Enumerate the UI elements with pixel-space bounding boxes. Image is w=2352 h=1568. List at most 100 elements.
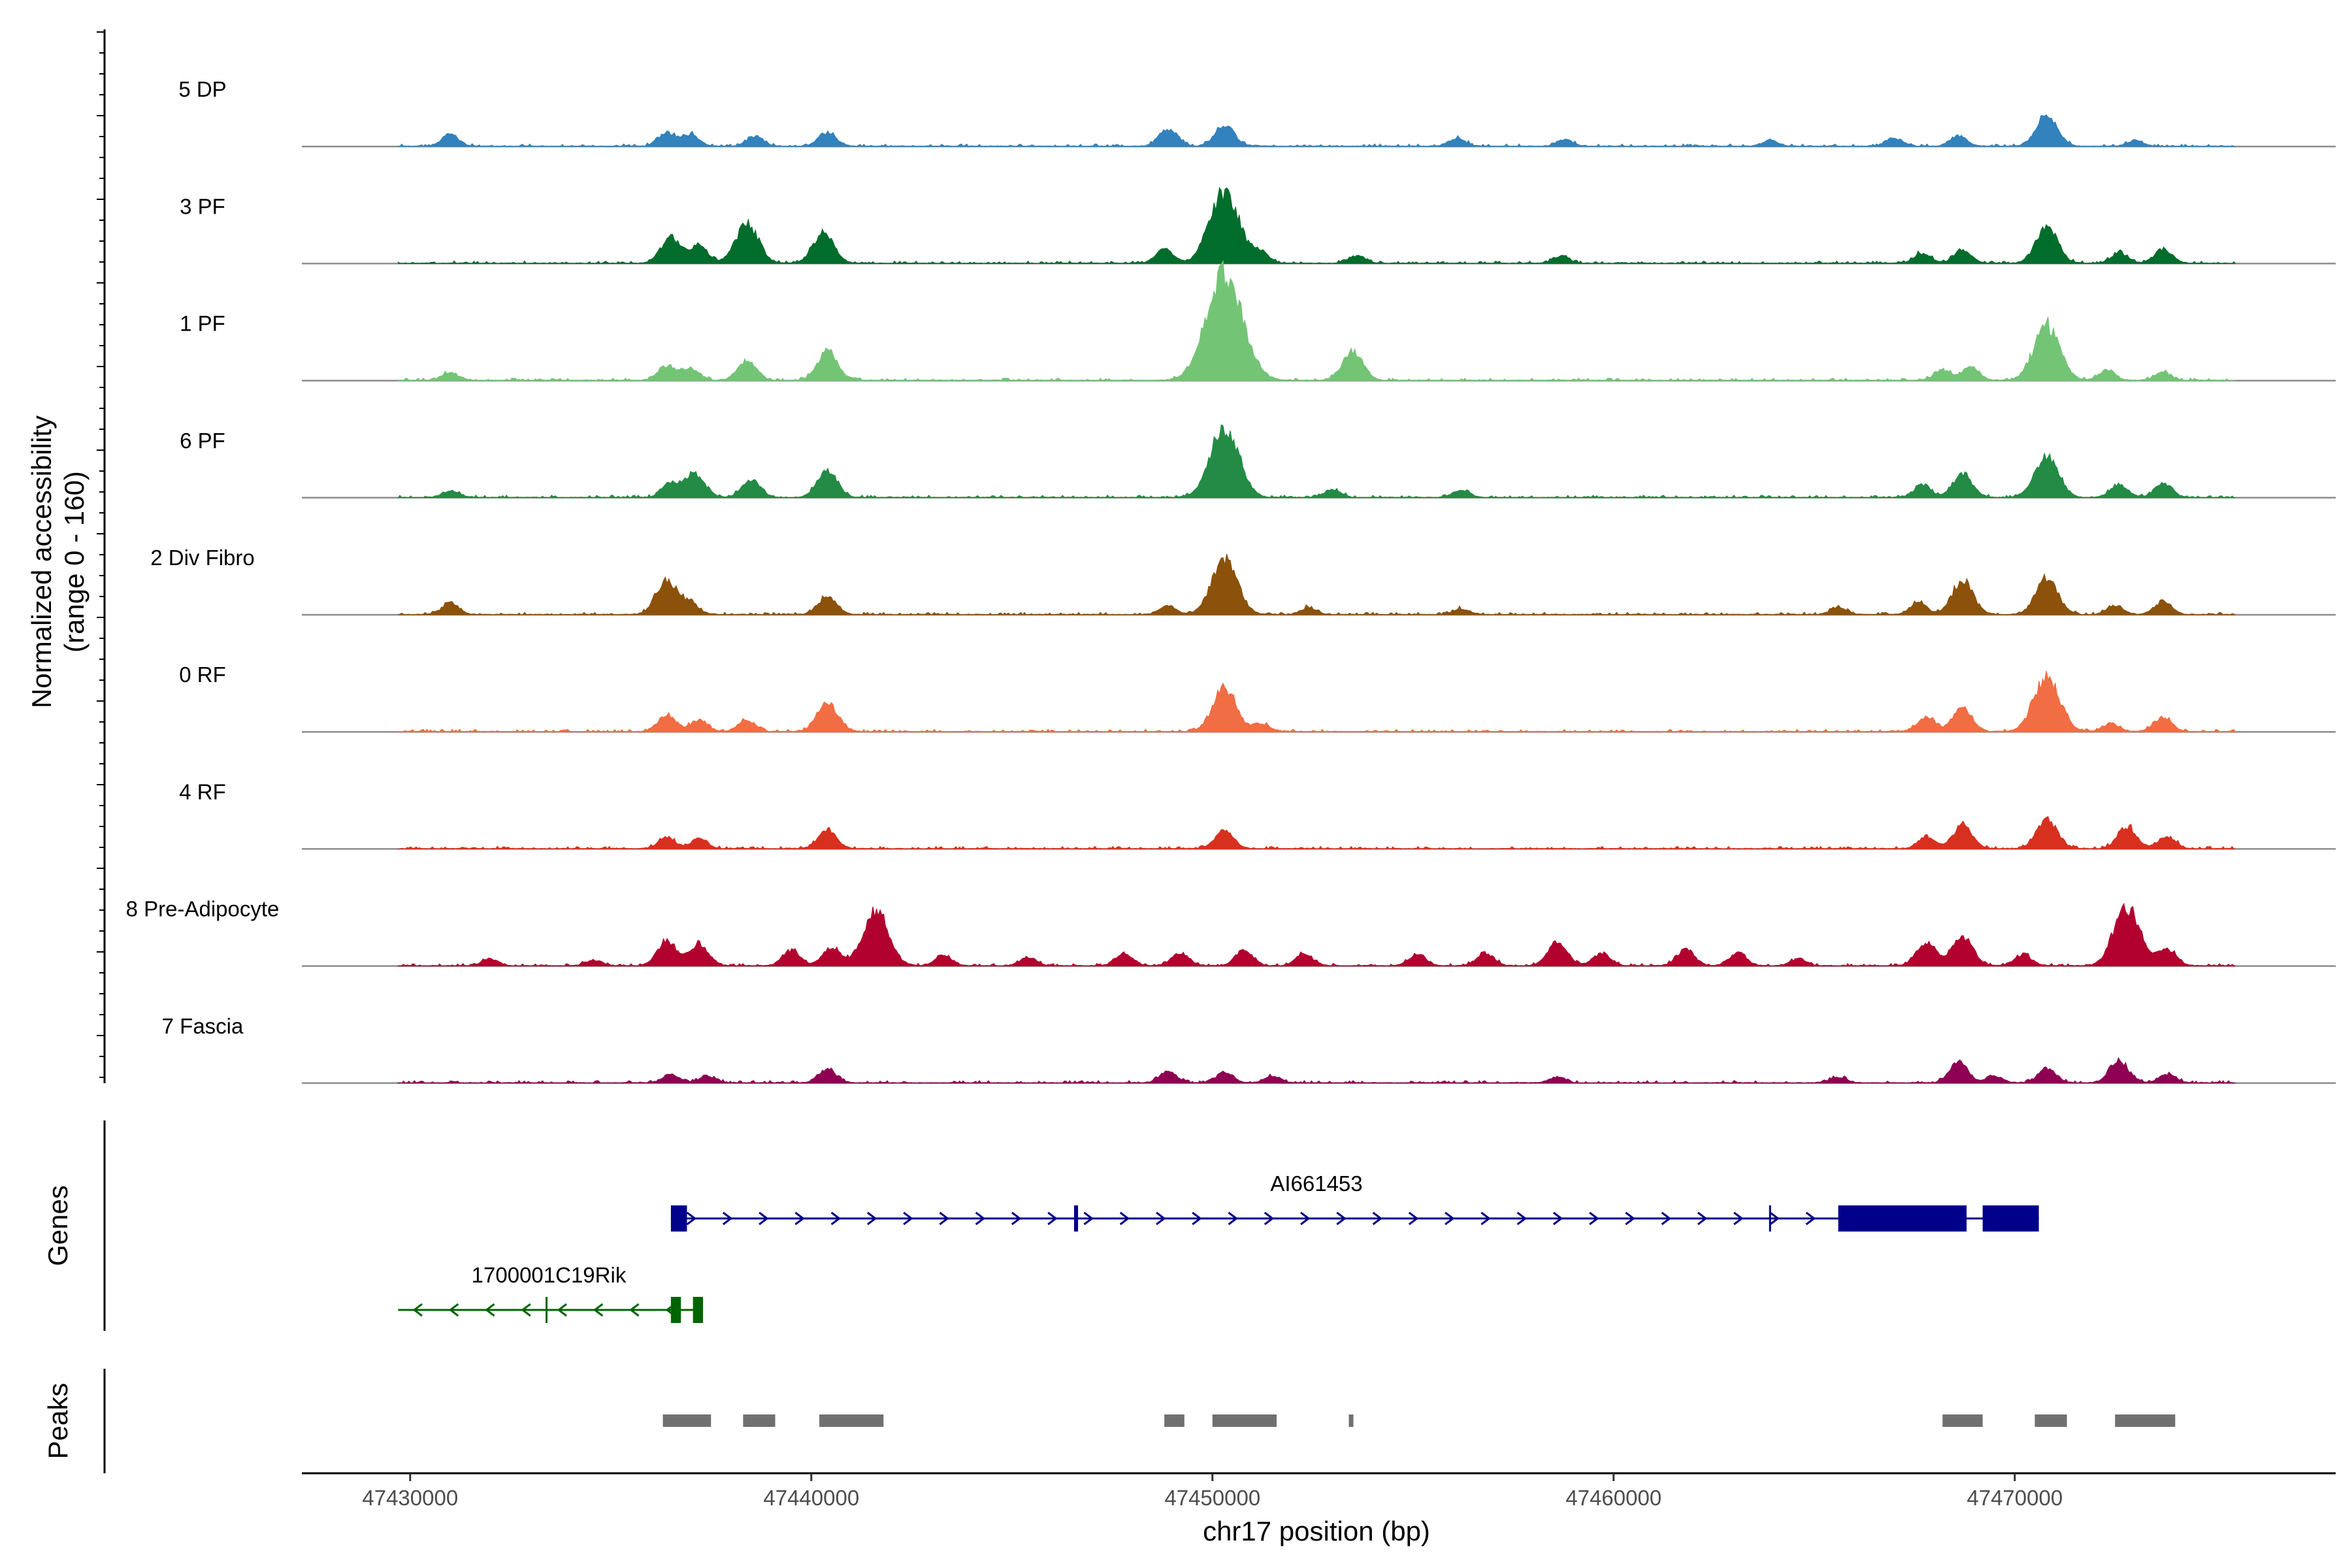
strand-chevron (1408, 1211, 1419, 1226)
track-label: 7 Fascia (162, 1014, 244, 1038)
x-tick-label: 47440000 (763, 1486, 859, 1510)
gene-track: AI661453 1700001C19Rik (398, 1171, 2039, 1323)
x-tick-label: 47450000 (1164, 1486, 1260, 1510)
track-2-div-fibro: 2 Div Fibro (150, 546, 2336, 616)
track-label: 5 DP (178, 77, 226, 101)
coverage-area (397, 670, 2236, 732)
track-label: 1 PF (180, 312, 225, 336)
strand-chevron (1769, 1211, 1780, 1226)
strand-chevron (1011, 1211, 1022, 1226)
strand-chevron (1445, 1211, 1455, 1226)
x-tick-label: 47470000 (1967, 1486, 2063, 1510)
strand-chevron (1300, 1211, 1311, 1226)
x-axis: 47430000 47440000 47450000 47460000 47470000 (362, 1473, 2063, 1510)
coverage-tracks: 5 DP 3 PF 1 PF 6 PF 2 Div Fibro 0 RF 4 RF 8 Pre… (126, 77, 2336, 1085)
strand-chevron (903, 1211, 913, 1226)
peak-region (819, 1414, 884, 1427)
y-axis-ticks (97, 31, 105, 1078)
track-label: 0 RF (179, 662, 226, 687)
strand-chevron (1083, 1211, 1094, 1226)
track-8-pre-adipocyte: 8 Pre-Adipocyte (126, 897, 2336, 967)
strand-chevron (1552, 1211, 1563, 1226)
strand-chevron (1589, 1211, 1599, 1226)
strand-chevron (1733, 1211, 1744, 1226)
strand-chevron (1805, 1211, 1816, 1226)
coverage-area (397, 815, 2236, 850)
strand-chevron (975, 1211, 986, 1226)
strand-chevron (1228, 1211, 1238, 1226)
strand-chevron (1192, 1211, 1202, 1226)
strand-chevron (1516, 1211, 1527, 1226)
peak-region (662, 1414, 711, 1427)
gene-exon (1982, 1205, 2039, 1232)
strand-chevron (1661, 1211, 1672, 1226)
peak-region (743, 1414, 776, 1427)
strand-chevron (794, 1211, 805, 1226)
strand-chevron (1697, 1211, 1708, 1226)
x-axis-title: chr17 position (bp) (1203, 1516, 1430, 1546)
track-5-dp: 5 DP (178, 77, 2336, 148)
track-label: 3 PF (180, 194, 225, 218)
strand-chevron (629, 1303, 640, 1317)
peak-region (1212, 1414, 1277, 1427)
strand-chevron (686, 1211, 697, 1226)
peaks-panel-title: Peaks (42, 1383, 73, 1460)
track-6-pf: 6 PF (180, 424, 2336, 499)
track-3-pf: 3 PF (180, 186, 2336, 265)
peak-region (1348, 1414, 1354, 1427)
peak-region (2034, 1414, 2067, 1427)
track-label: 4 RF (179, 779, 226, 804)
strand-chevron (722, 1211, 733, 1226)
strand-chevron (830, 1211, 841, 1226)
track-label: 2 Div Fibro (150, 546, 255, 570)
strand-chevron (1119, 1211, 1130, 1226)
coverage-area (397, 186, 2236, 265)
track-1-pf: 1 PF (180, 259, 2336, 382)
strand-chevron (1372, 1211, 1383, 1226)
strand-chevron (866, 1211, 877, 1226)
strand-chevron (412, 1303, 423, 1317)
gene-ai661453: AI661453 (670, 1171, 2039, 1232)
peak-region (2115, 1414, 2176, 1427)
strand-chevron (1480, 1211, 1491, 1226)
gene-exon (1838, 1205, 1967, 1232)
genes-panel-title: Genes (42, 1185, 73, 1266)
strand-chevron (593, 1303, 604, 1317)
gene-exon (670, 1297, 681, 1323)
strand-chevron (759, 1211, 769, 1226)
strand-chevron (939, 1211, 949, 1226)
track-7-fascia: 7 Fascia (162, 1014, 2336, 1085)
gene-exon (1073, 1205, 1079, 1232)
y-axis-title-line1: Normalized accessibility (26, 416, 57, 708)
coverage-area (397, 259, 2236, 382)
strand-chevron (557, 1303, 568, 1317)
strand-chevron (1625, 1211, 1635, 1226)
coverage-area (397, 1056, 2236, 1084)
strand-chevron (1047, 1211, 1058, 1226)
strand-chevron (1156, 1211, 1166, 1226)
gene-exon (693, 1297, 704, 1323)
x-tick-label: 47460000 (1565, 1486, 1661, 1510)
gene-label: 1700001C19Rik (472, 1263, 627, 1287)
strand-chevron (521, 1303, 531, 1317)
gene-exon (670, 1205, 687, 1232)
peak-region (1164, 1414, 1184, 1427)
strand-chevron (1336, 1211, 1347, 1226)
peak-region (1942, 1414, 1983, 1427)
coverage-area (397, 114, 2236, 147)
peak-track (662, 1414, 2176, 1427)
strand-chevron (485, 1303, 495, 1317)
coverage-area (397, 553, 2236, 615)
gene-1700001c19rik: 1700001C19Rik (398, 1263, 704, 1323)
strand-chevron (448, 1303, 459, 1317)
gene-label: AI661453 (1270, 1171, 1362, 1196)
coverage-area (397, 424, 2236, 498)
track-4-rf: 4 RF (179, 779, 2336, 850)
coverage-area (397, 902, 2236, 967)
strand-chevron (1264, 1211, 1275, 1226)
y-axis-title-line2: (range 0 - 160) (59, 471, 90, 653)
track-0-rf: 0 RF (179, 662, 2336, 733)
track-label: 6 PF (180, 429, 225, 453)
x-tick-label: 47430000 (362, 1486, 458, 1510)
